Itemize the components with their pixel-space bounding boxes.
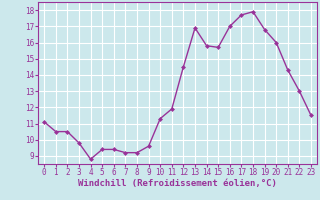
X-axis label: Windchill (Refroidissement éolien,°C): Windchill (Refroidissement éolien,°C): [78, 179, 277, 188]
